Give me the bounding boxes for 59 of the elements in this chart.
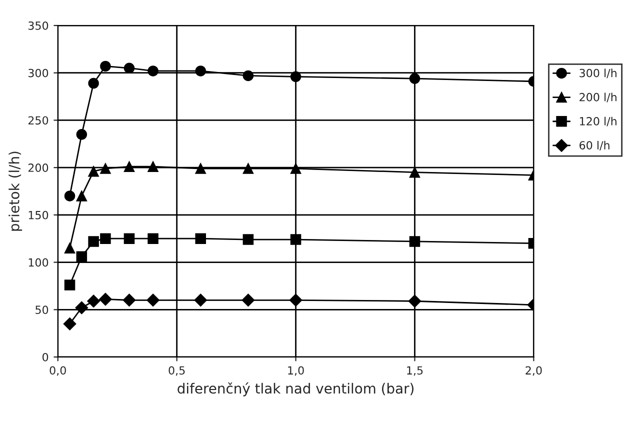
point (64, 190, 76, 202)
point (146, 294, 160, 307)
point (88, 166, 99, 177)
point (289, 294, 302, 307)
point (148, 233, 158, 244)
point (75, 301, 88, 314)
point (100, 233, 111, 244)
legend-label: 60 l/h (580, 140, 610, 150)
x-tick-label: 2,0 (526, 366, 542, 376)
y-tick-label: 350 (28, 21, 48, 30)
point (88, 78, 99, 89)
y-tick-label: 100 (28, 258, 48, 267)
point (100, 163, 111, 174)
point (64, 242, 76, 254)
point (409, 73, 420, 84)
point (99, 292, 112, 306)
y-tick-label: 0 (42, 352, 48, 362)
y-tick-label: 300 (28, 68, 48, 78)
y-tick-label: 150 (28, 210, 48, 220)
point (409, 166, 420, 178)
point (87, 294, 100, 308)
point (124, 161, 135, 172)
point (148, 66, 158, 76)
point (195, 233, 206, 244)
point (408, 294, 422, 308)
point (195, 66, 206, 76)
legend-label: 300 l/h (580, 68, 616, 78)
point (242, 163, 254, 174)
legend-label: 200 l/h (580, 92, 616, 102)
y-axis-title: prietok (l/h) (8, 152, 22, 231)
point (88, 236, 99, 247)
x-axis-title: diferenčný tlak nad ventilom (bar) (178, 382, 414, 396)
point (242, 294, 255, 307)
point (195, 163, 206, 174)
point (290, 234, 302, 245)
x-tick-label: 1,0 (288, 366, 304, 376)
point (63, 317, 76, 330)
point (76, 251, 88, 262)
legend-label: 120 l/h (580, 116, 616, 126)
x-tick-label: 0,0 (50, 366, 66, 376)
point (76, 190, 88, 202)
point (409, 236, 420, 247)
point (290, 163, 302, 174)
point (76, 129, 88, 140)
point (122, 294, 136, 307)
point (242, 70, 254, 82)
y-tick-label: 50 (36, 306, 48, 314)
y-tick-label: 200 (28, 164, 48, 172)
x-tick-label: 1,5 (407, 366, 423, 376)
point (290, 71, 302, 82)
y-tick-label: 250 (28, 116, 48, 125)
point (64, 280, 76, 290)
point (124, 233, 135, 244)
point (194, 294, 208, 307)
point (242, 234, 254, 245)
point (124, 62, 135, 74)
point (148, 161, 158, 172)
x-tick-label: 0,5 (168, 366, 185, 376)
point (100, 60, 111, 72)
